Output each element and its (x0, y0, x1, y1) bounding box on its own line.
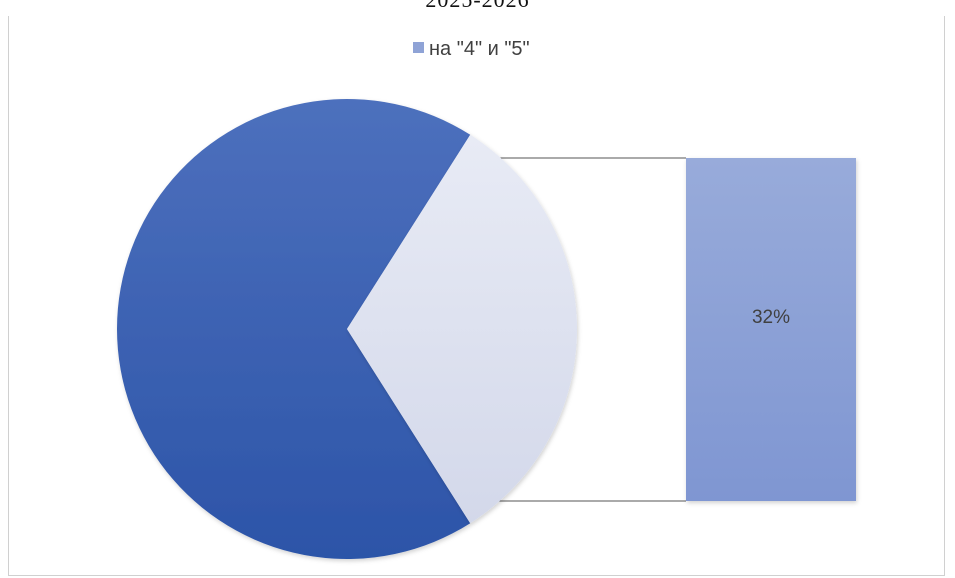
pie-slice-small (347, 134, 578, 524)
legend: на "4" и "5" (413, 38, 530, 60)
breakout-bar-label: 32% (752, 307, 790, 328)
legend-label: на "4" и "5" (429, 38, 530, 60)
chart-title: 2025-2026 (0, 0, 955, 13)
legend-swatch (413, 42, 424, 53)
breakout-bar (686, 158, 856, 501)
pie-slice-main (116, 98, 471, 559)
